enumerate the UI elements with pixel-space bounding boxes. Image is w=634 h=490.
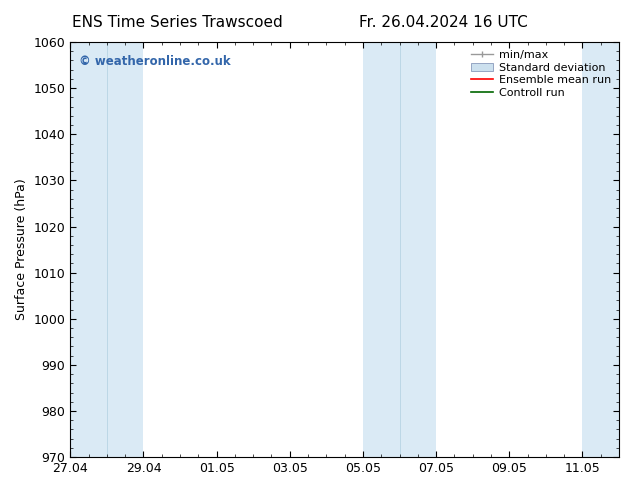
Text: © weatheronline.co.uk: © weatheronline.co.uk: [79, 54, 230, 68]
Bar: [363, 42, 399, 457]
Bar: [399, 42, 436, 457]
Bar: [70, 42, 107, 457]
Text: Fr. 26.04.2024 16 UTC: Fr. 26.04.2024 16 UTC: [359, 15, 528, 30]
Bar: [107, 42, 143, 457]
Y-axis label: Surface Pressure (hPa): Surface Pressure (hPa): [15, 179, 28, 320]
Bar: [583, 42, 619, 457]
Legend: min/max, Standard deviation, Ensemble mean run, Controll run: min/max, Standard deviation, Ensemble me…: [469, 48, 614, 100]
Text: ENS Time Series Trawscoed: ENS Time Series Trawscoed: [72, 15, 283, 30]
